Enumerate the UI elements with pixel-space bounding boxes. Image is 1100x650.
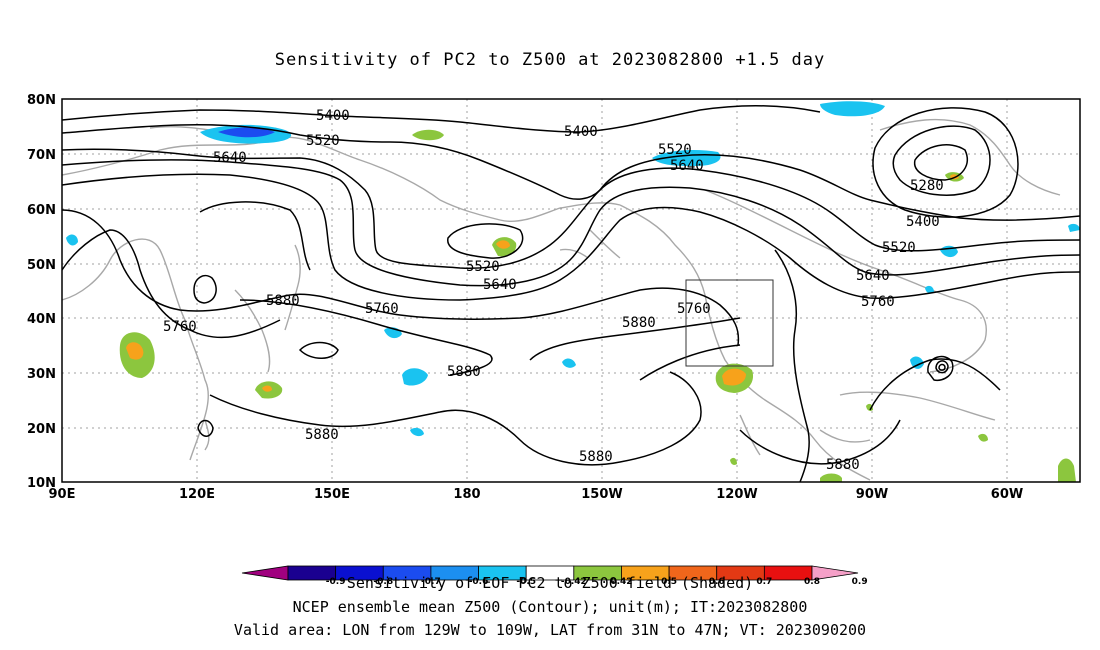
colorbar-tick-label: -0.7 (421, 577, 441, 587)
lon-label: 90W (856, 487, 888, 502)
colorbar-title: Sensitivity of EOF PC2 to Z500 field (Sh… (346, 574, 754, 592)
lat-label: 70N (27, 148, 56, 163)
gridlines (62, 99, 1080, 482)
colorbar: -0.9 -0.8 -0.7 -0.6 -0.5 -0.42 0.42 0.5 0.6 0.7 0.… (241, 565, 868, 587)
colorbar-tick-label: 0.42 (610, 577, 632, 587)
lon-label: 150E (314, 487, 350, 502)
contour-label: 5280 (910, 178, 944, 194)
contour-label: 5640 (670, 158, 704, 174)
colorbar-tick-label: 0.5 (661, 577, 677, 587)
lat-label: 20N (27, 422, 56, 437)
lon-label: 120W (716, 487, 757, 502)
caption-line-2: Valid area: LON from 129W to 109W, LAT f… (233, 621, 867, 639)
contour-label: 5880 (826, 457, 860, 473)
lon-label: 60W (991, 487, 1023, 502)
contour-label: 5880 (305, 427, 339, 443)
contour-label: 5400 (564, 124, 598, 140)
colorbar-tick-label: -0.42 (561, 577, 587, 587)
lat-label: 30N (27, 367, 56, 382)
valid-area-box (685, 279, 774, 367)
contour-label: 5640 (856, 268, 890, 284)
colorbar-tick-label: 0.6 (709, 577, 725, 587)
plot-title: Sensitivity of PC2 to Z500 at 2023082800… (274, 50, 826, 70)
z500-contours (62, 105, 1080, 482)
contour-label: 5640 (483, 277, 517, 293)
contour-label: 5880 (447, 364, 481, 380)
contour-label: 5640 (213, 150, 247, 166)
contour-label: 5520 (882, 240, 916, 256)
contour-label: 5880 (266, 293, 300, 309)
latitude-labels: 80N 70N 60N 50N 40N 30N 20N 10N (27, 93, 56, 491)
lon-label: 180 (453, 487, 480, 502)
lon-label: 150W (581, 487, 622, 502)
contour-label: 5880 (579, 449, 613, 465)
contour-label: 5760 (365, 301, 399, 317)
contour-label: 5400 (316, 108, 350, 124)
lat-label: 50N (27, 258, 56, 273)
lat-label: 10N (27, 476, 56, 491)
contour-labels: 5400 5400 5400 5520 5520 5520 5520 5640 … (163, 108, 944, 473)
contour-label: 5520 (306, 133, 340, 149)
longitude-labels: 90E 120E 150E 180 150W 120W 90W 60W (49, 487, 1024, 502)
colorbar-tick-label: -0.8 (373, 577, 393, 587)
lon-label: 90E (49, 487, 76, 502)
caption-line-1: NCEP ensemble mean Z500 (Contour); unit(… (292, 598, 808, 616)
lat-label: 60N (27, 203, 56, 218)
contour-label: 5520 (658, 142, 692, 158)
map-frame (61, 98, 1081, 483)
contour-label: 5760 (677, 301, 711, 317)
contour-label: 5520 (466, 259, 500, 275)
colorbar-tick-label: 0.9 (852, 577, 868, 587)
contour-label: 5760 (861, 294, 895, 310)
colorbar-tick-label: -0.5 (516, 577, 536, 587)
colorbar-tick-label: -0.9 (326, 577, 346, 587)
lat-label: 80N (27, 93, 56, 108)
contour-label: 5400 (906, 214, 940, 230)
contour-label: 5760 (163, 319, 197, 335)
contour-label: 5880 (622, 315, 656, 331)
colorbar-tick-label: 0.7 (756, 577, 772, 587)
sensitivity-shading (66, 101, 1080, 482)
lat-label: 40N (27, 312, 56, 327)
lon-label: 120E (179, 487, 215, 502)
colorbar-tick-label: -0.6 (469, 577, 489, 587)
colorbar-high-triangle (811, 565, 859, 581)
colorbar-tick-label: 0.8 (804, 577, 820, 587)
